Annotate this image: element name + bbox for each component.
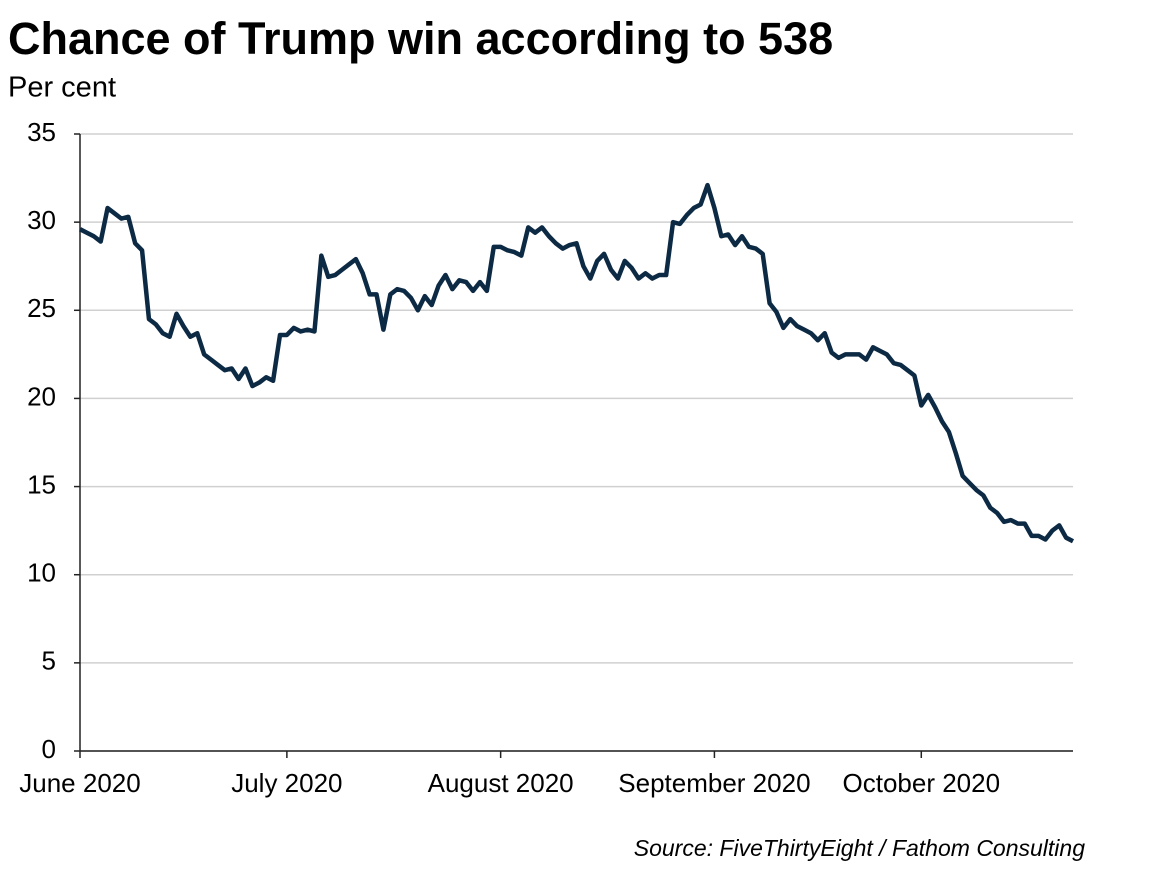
- y-tick-label: 5: [42, 646, 56, 676]
- data-line: [78, 182, 1075, 544]
- y-tick-label: 25: [27, 293, 56, 323]
- x-tick-label: July 2020: [231, 768, 342, 798]
- x-tick-label: August 2020: [428, 768, 574, 798]
- y-tick-label: 35: [27, 117, 56, 147]
- y-tick-label: 30: [27, 205, 56, 235]
- y-tick-label: 20: [27, 381, 56, 411]
- x-tick-label: June 2020: [19, 768, 140, 798]
- y-tick-label: 15: [27, 469, 56, 499]
- x-tick-label: October 2020: [843, 768, 1001, 798]
- y-tick-label: 10: [27, 558, 56, 588]
- chart-title: Chance of Trump win according to 538: [8, 13, 833, 64]
- source-note: Source: FiveThirtyEight / Fathom Consult…: [634, 835, 1085, 861]
- chart-subtitle: Per cent: [8, 72, 116, 104]
- x-tick-label: September 2020: [618, 768, 810, 798]
- y-tick-label: 0: [42, 734, 56, 764]
